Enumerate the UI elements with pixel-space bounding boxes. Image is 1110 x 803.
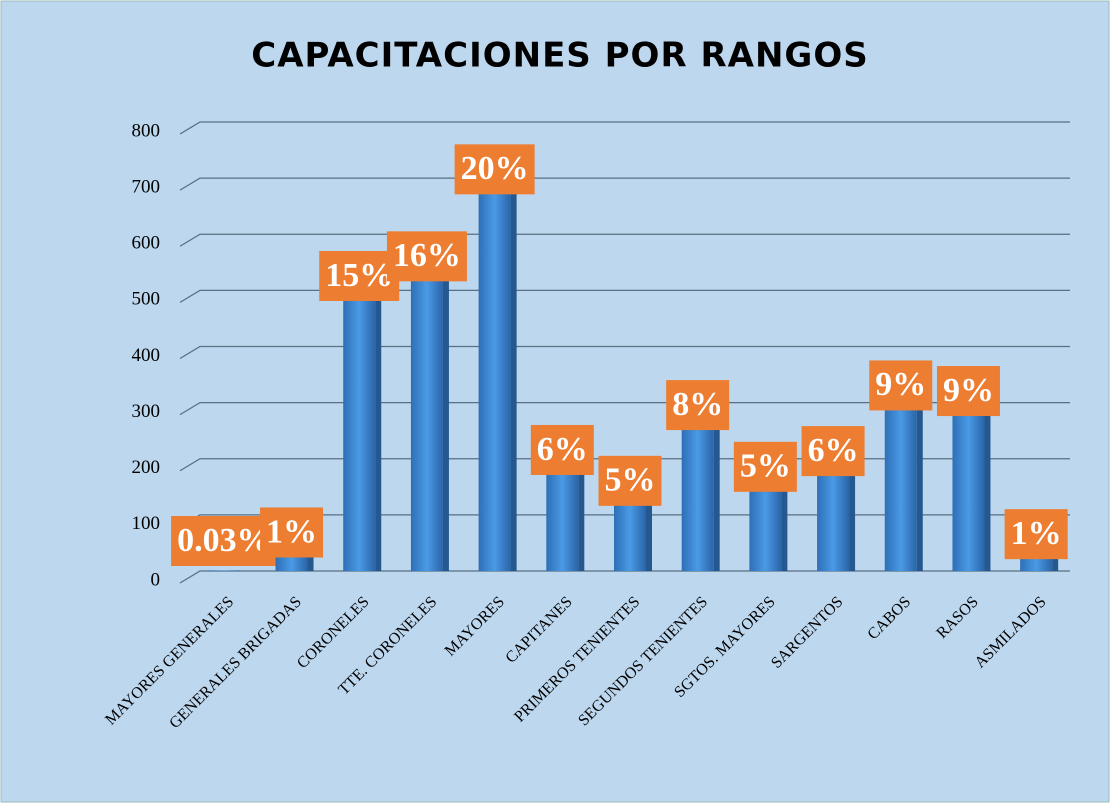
chart-title: CAPACITACIONES POR RANGOS xyxy=(251,36,868,76)
data-label: 15% xyxy=(325,257,393,294)
data-label-box xyxy=(454,144,535,195)
data-label: 5% xyxy=(740,448,791,485)
bar xyxy=(749,486,782,571)
bar xyxy=(952,411,985,571)
data-label: 20% xyxy=(461,150,529,187)
data-label-box xyxy=(1004,509,1068,560)
grid-line xyxy=(179,177,1070,191)
data-label: 5% xyxy=(605,462,656,499)
y-tick-label: 400 xyxy=(132,345,161,366)
data-label-box xyxy=(171,516,277,566)
grid-line xyxy=(179,121,1070,135)
data-label-box xyxy=(869,360,933,411)
data-label: 1% xyxy=(266,513,317,550)
y-tick-label: 300 xyxy=(132,401,161,422)
data-label: 6% xyxy=(537,431,588,468)
bar-side xyxy=(916,408,923,571)
data-label: 16% xyxy=(393,237,461,274)
y-tick-label: 0 xyxy=(151,569,161,590)
data-label: 8% xyxy=(672,386,723,423)
bar-side xyxy=(849,474,856,571)
bar xyxy=(478,189,511,571)
bar-side xyxy=(984,414,991,571)
bar-side xyxy=(781,489,788,571)
bar xyxy=(546,469,579,571)
data-label-box xyxy=(733,441,797,492)
bar xyxy=(884,405,917,571)
y-tick-label: 700 xyxy=(132,176,161,197)
data-label: 9% xyxy=(875,366,926,403)
data-label-box xyxy=(319,250,400,301)
bar xyxy=(207,570,240,571)
bar-side xyxy=(442,279,449,571)
y-tick-label: 600 xyxy=(132,233,161,254)
bar-side xyxy=(375,298,382,571)
data-label-box xyxy=(260,507,324,558)
bar-side xyxy=(307,555,314,571)
y-tick-label: 200 xyxy=(132,457,161,478)
y-tick-label: 800 xyxy=(132,120,161,141)
bar-side xyxy=(713,428,720,571)
bar-side xyxy=(646,503,652,571)
data-label-box xyxy=(598,455,662,506)
bar-side xyxy=(578,472,585,571)
bar xyxy=(343,295,376,571)
bar-side xyxy=(1052,557,1059,571)
bar-side xyxy=(510,192,517,571)
grid-line xyxy=(179,289,1070,303)
data-label-box xyxy=(936,366,1000,417)
data-label: 0.03% xyxy=(177,522,271,559)
data-label-box xyxy=(530,424,594,475)
grid-line xyxy=(179,233,1070,247)
grid-line xyxy=(179,345,1070,360)
data-label-box xyxy=(801,426,865,477)
bar xyxy=(681,425,714,571)
data-label: 6% xyxy=(808,432,859,469)
data-label: 9% xyxy=(943,372,994,409)
bar xyxy=(410,276,443,571)
grid-line xyxy=(179,401,1070,416)
data-label-box xyxy=(386,231,467,282)
bar xyxy=(817,471,850,571)
y-tick-label: 500 xyxy=(132,289,161,310)
y-tick-label: 100 xyxy=(132,513,161,534)
data-label-box xyxy=(666,380,730,431)
bar xyxy=(614,500,646,571)
data-label: 1% xyxy=(1011,515,1062,552)
